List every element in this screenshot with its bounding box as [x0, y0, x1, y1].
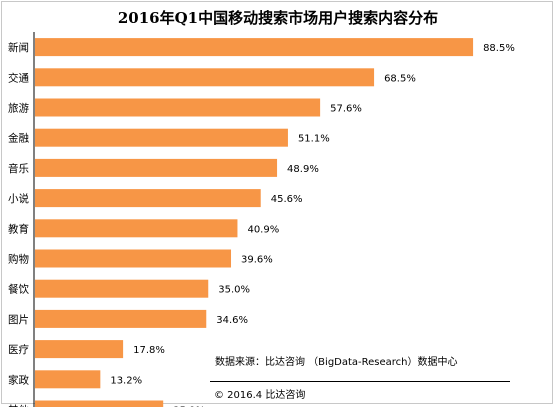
category-label-10: 医疗 [8, 343, 29, 356]
category-label-12: 其他 [8, 404, 29, 407]
bar-10 [35, 340, 124, 359]
value-label-8: 35.0% [218, 285, 250, 296]
bar-11 [35, 370, 101, 389]
value-label-10: 17.8% [133, 345, 165, 356]
value-label-9: 34.6% [216, 315, 248, 326]
category-label-4: 音乐 [8, 162, 29, 175]
value-label-11: 13.2% [110, 375, 142, 386]
bar-2 [35, 98, 321, 117]
note-divider [210, 381, 510, 382]
category-label-3: 金融 [8, 132, 29, 145]
bar-9 [35, 309, 207, 328]
bar-7 [35, 249, 232, 268]
value-label-7: 39.6% [241, 255, 273, 266]
value-label-2: 57.6% [330, 104, 362, 115]
category-label-0: 新闻 [8, 41, 29, 54]
copyright-note: © 2016.4 比达咨询 [214, 390, 306, 401]
category-label-6: 教育 [8, 222, 29, 235]
category-label-2: 旅游 [8, 102, 29, 115]
value-label-12: 25.9% [173, 406, 205, 407]
category-label-1: 交通 [8, 71, 29, 84]
value-label-1: 68.5% [384, 73, 416, 84]
source-note: 数据来源：比达咨询 （BigData-Research）数据中心 [215, 357, 458, 368]
bar-1 [35, 68, 375, 87]
bar-6 [35, 219, 238, 238]
bar-12 [35, 400, 164, 407]
value-label-3: 51.1% [298, 134, 330, 145]
bar-4 [35, 158, 278, 177]
bar-group: 新闻 88.5% 交通 68.5% 旅游 57.6% 金融 51.1% 音乐 48.9% 小说 45.… [8, 32, 515, 407]
bar-8 [35, 279, 209, 298]
bar-0 [35, 38, 474, 57]
category-label-11: 家政 [8, 373, 29, 386]
category-label-7: 购物 [8, 253, 29, 266]
category-label-8: 餐饮 [8, 283, 29, 296]
bar-3 [35, 128, 288, 147]
category-label-9: 图片 [8, 313, 29, 326]
value-label-5: 45.6% [271, 194, 303, 205]
value-label-0: 88.5% [483, 43, 515, 54]
chart-title: 2016年Q1中国移动搜索市场用户搜索内容分布 [117, 9, 439, 27]
value-label-4: 48.9% [287, 164, 319, 175]
category-label-5: 小说 [8, 192, 29, 205]
value-label-6: 40.9% [247, 224, 279, 235]
bar-5 [35, 189, 261, 208]
